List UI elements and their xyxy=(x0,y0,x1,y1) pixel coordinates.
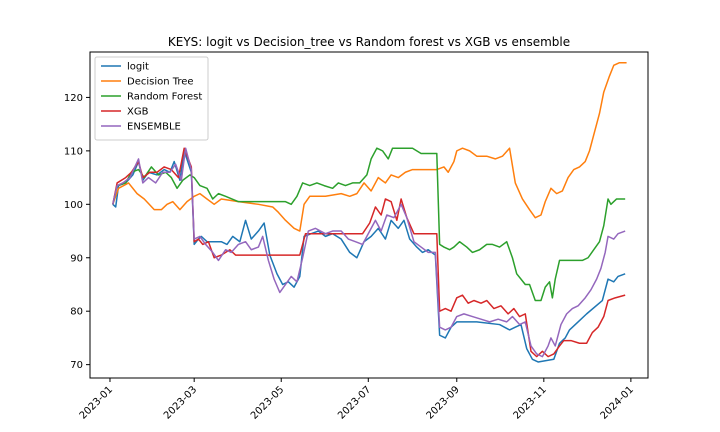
x-tick-label: 2023-03 xyxy=(162,384,199,421)
legend-label: ENSEMBLE xyxy=(127,122,181,133)
legend: logit Decision Tree Random Forest XGB ENSEMB… xyxy=(94,56,209,141)
x-tick-label: 2023-05 xyxy=(249,384,286,421)
series-line-2 xyxy=(112,147,626,302)
y-tick-label: 110 xyxy=(64,146,83,157)
y-tick-label: 120 xyxy=(64,93,83,104)
x-tick-label: 2023-01 xyxy=(78,384,115,421)
y-axis: 70 80 90 100 110 120 xyxy=(64,93,90,371)
plot-area xyxy=(89,51,649,379)
x-tick-label: 2023-11 xyxy=(512,384,549,421)
y-tick-label: 100 xyxy=(64,200,83,211)
series-line-1 xyxy=(112,61,627,232)
series-line-4 xyxy=(112,147,626,358)
series-layer xyxy=(112,61,627,363)
y-tick-label: 90 xyxy=(70,253,83,264)
legend-box xyxy=(94,56,209,141)
y-tick-label: 80 xyxy=(70,307,83,318)
x-tick-label: 2023-07 xyxy=(336,384,373,421)
x-tick-label: 2023-09 xyxy=(425,384,462,421)
legend-label: XGB xyxy=(127,107,149,118)
series-line-0 xyxy=(112,150,626,363)
chart-title: KEYS: logit vs Decision_tree vs Random f… xyxy=(168,35,570,49)
legend-label: logit xyxy=(127,62,149,73)
legend-label: Decision Tree xyxy=(127,77,194,88)
y-tick-label: 70 xyxy=(70,360,83,371)
legend-label: Random Forest xyxy=(127,92,202,103)
x-tick-label: 2024-01 xyxy=(599,384,636,421)
series-line-3 xyxy=(112,147,626,358)
x-axis: 2023-01 2023-03 2023-05 2023-07 2023-09 2023-… xyxy=(78,378,636,422)
